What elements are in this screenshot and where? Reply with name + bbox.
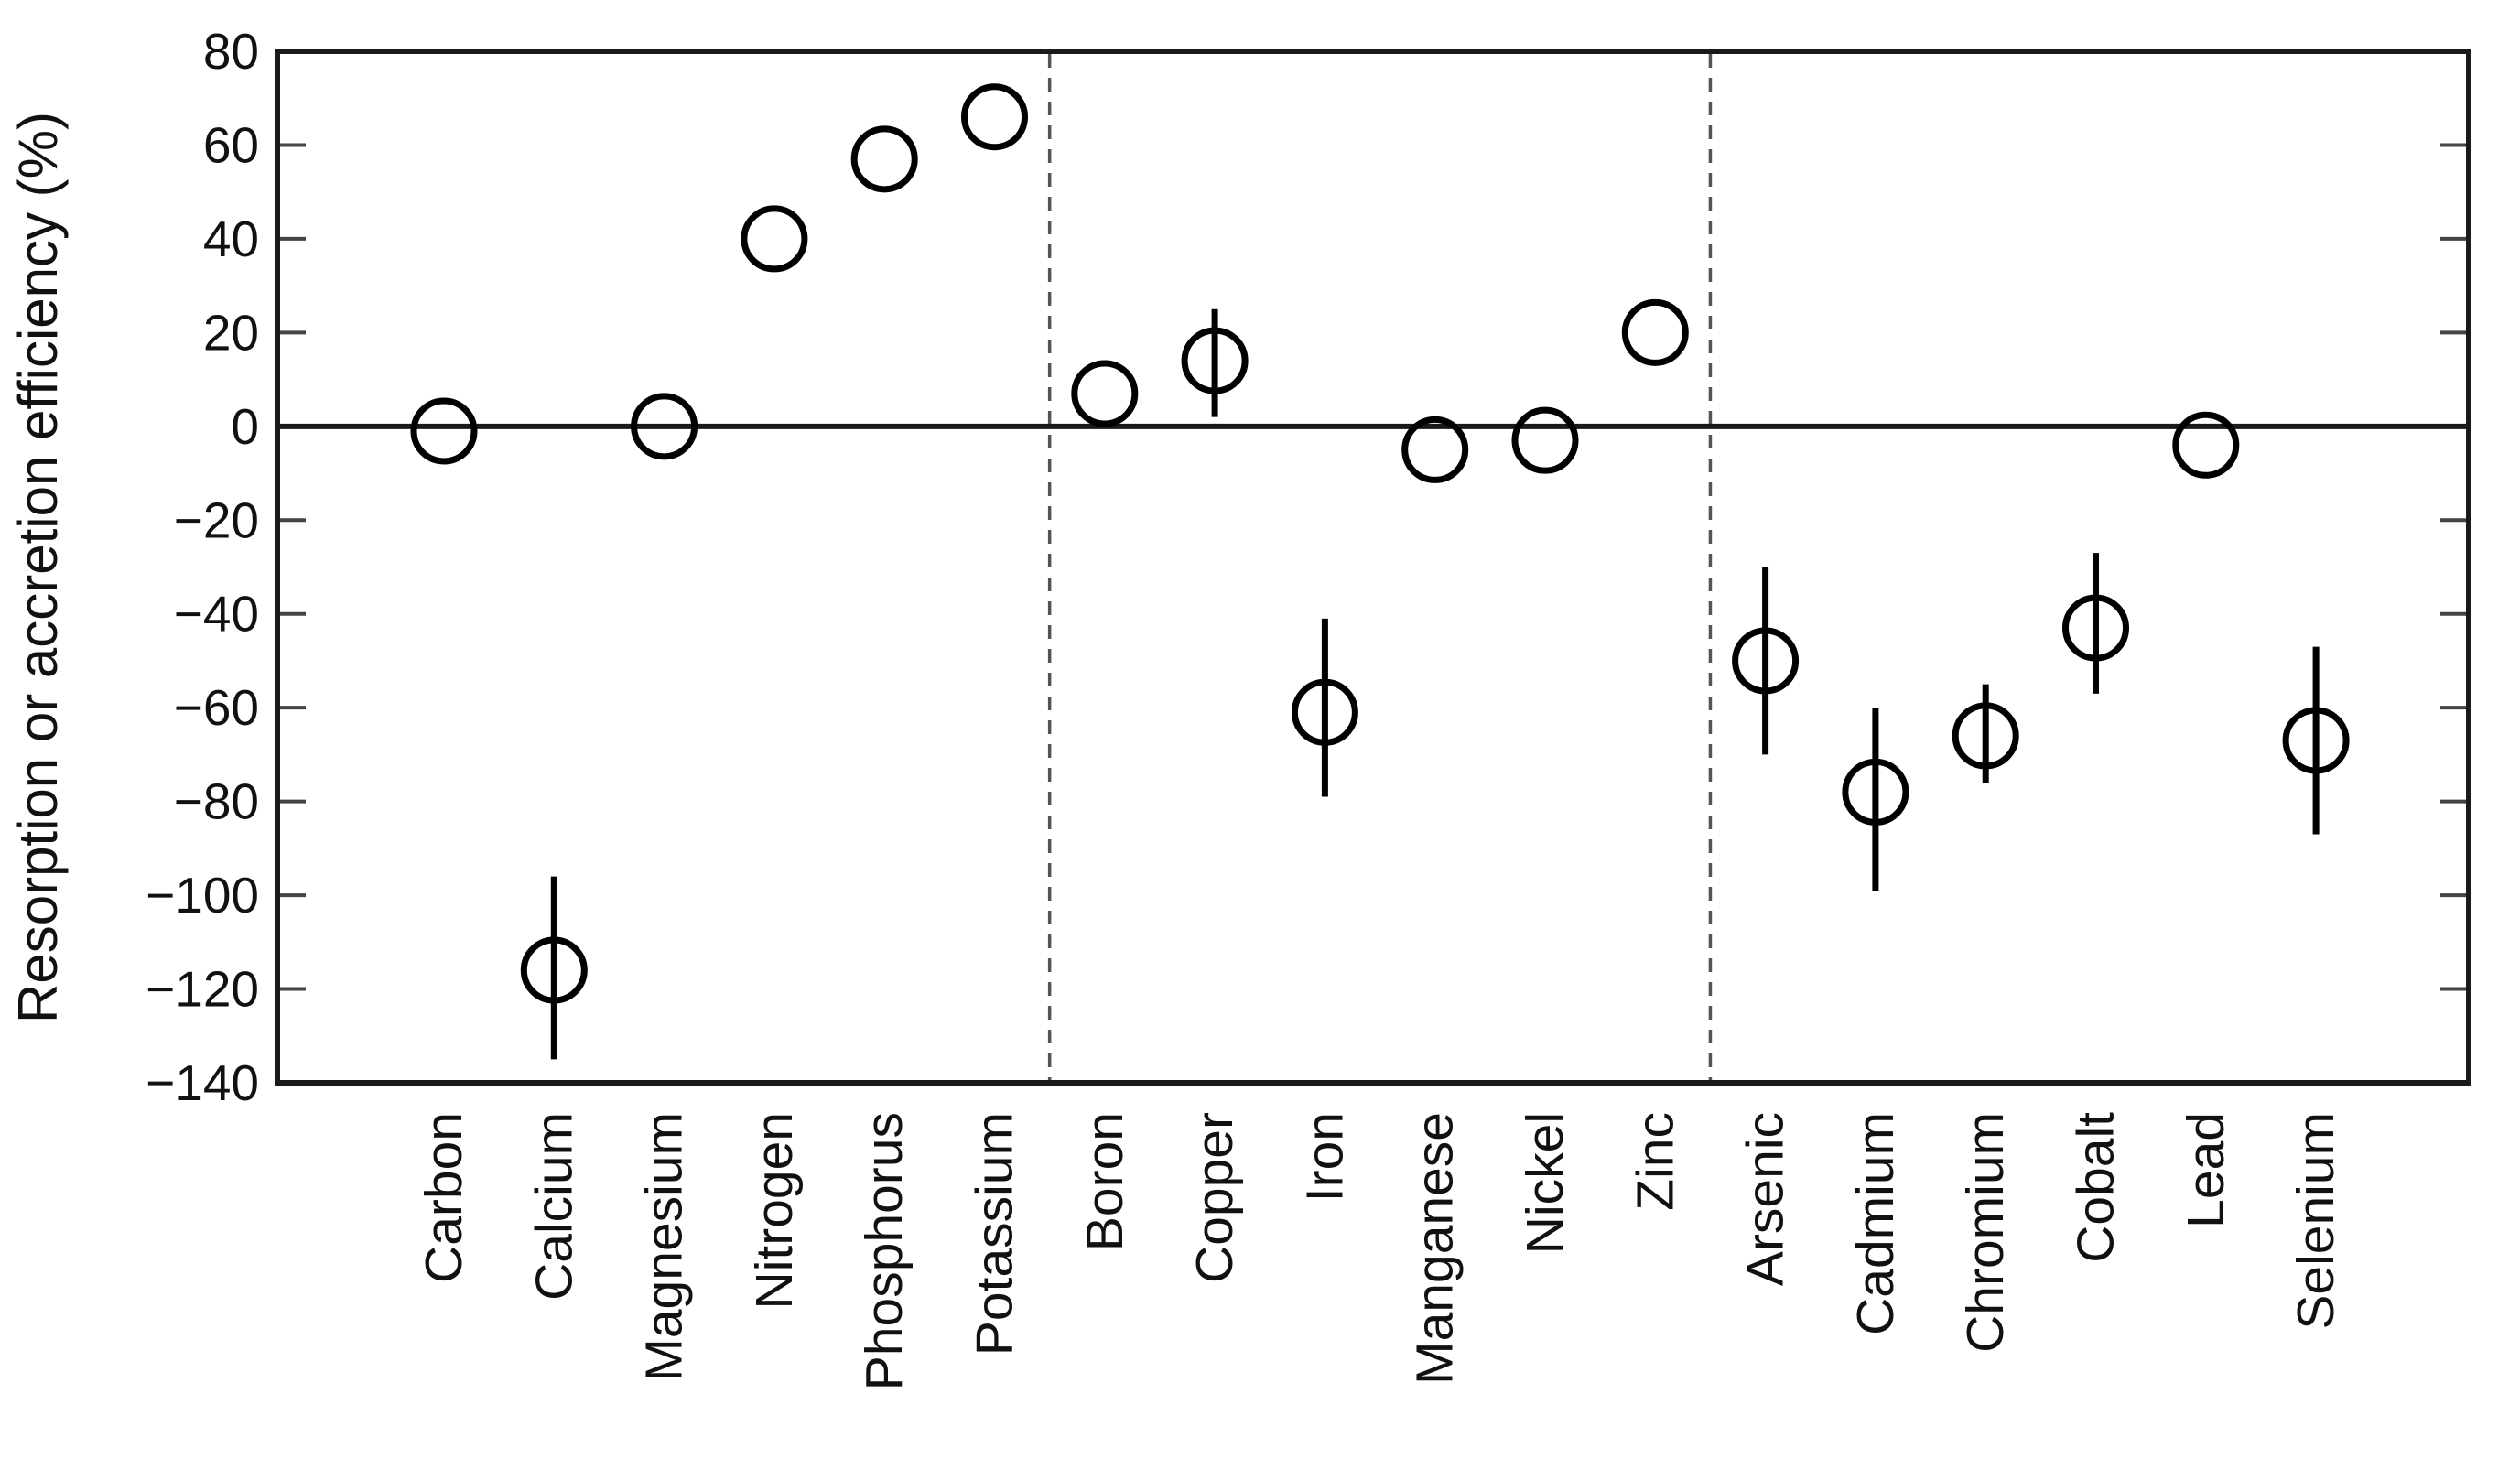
marker-circle [850,125,918,193]
y-tick-label: 60 [203,116,259,173]
y-tick-label: −120 [146,961,259,1018]
marker-circle [1621,298,1689,366]
marker-circle [1511,406,1579,474]
marker-circle [961,83,1028,151]
marker-circle [1291,678,1358,746]
plot-border [275,49,2471,1086]
y-tick-label: −20 [174,492,259,548]
marker-circle [410,397,478,465]
y-tick-label: −140 [146,1054,259,1111]
x-category-label: Carbon [415,1112,473,1283]
y-tick-label: 0 [231,398,259,455]
y-tick-label: 40 [203,211,259,267]
marker-circle [2062,594,2129,662]
x-category-label: Nitrogen [745,1112,804,1309]
marker-circle [1401,416,1469,483]
y-tick-label: −60 [174,679,259,736]
plot-area: 80 60 40 20 0 −20 −40 −60 −80 −100 −120 −140 Carbon C… [146,23,2471,1390]
y-tick-label: −80 [174,773,259,830]
x-category-label: Zinc [1626,1112,1684,1211]
x-category-label: Cobalt [2067,1112,2125,1263]
x-category-label: Selenium [2287,1112,2345,1330]
marker-circle [1952,702,2019,770]
y-tick-label: −40 [174,586,259,643]
marker-circle [741,205,808,273]
marker-circle [631,393,698,460]
marker-circle [2282,707,2350,774]
x-category-label: Copper [1185,1112,1244,1283]
x-category-label: Potassium [966,1112,1024,1356]
x-category-label: Lead [2177,1112,2235,1228]
x-category-label: Cadmium [1846,1112,1905,1335]
y-tick-label: −100 [146,867,259,924]
marker-circle [1181,327,1249,394]
marker-circle [1842,758,1909,826]
x-category-label: Phosphorus [855,1112,914,1390]
x-category-label: Manganese [1406,1112,1465,1385]
y-tick-label: 20 [203,304,259,361]
x-category-label: Magnesium [635,1112,694,1382]
marker-circle [1732,627,1800,695]
x-category-label: Arsenic [1736,1112,1795,1286]
x-category-label: Iron [1295,1112,1354,1202]
marker-circle [2172,411,2240,479]
marker-circle [520,936,588,1004]
x-category-label: Boron [1076,1112,1134,1251]
y-tick-label: 80 [203,23,259,80]
marker-circle [1071,360,1139,427]
x-category-label: Calcium [525,1112,583,1301]
y-axis-title: Resorption or accretion efficiency (%) [7,112,69,1023]
x-category-label: Nickel [1516,1112,1574,1254]
x-category-label: Chromium [1956,1112,2015,1353]
